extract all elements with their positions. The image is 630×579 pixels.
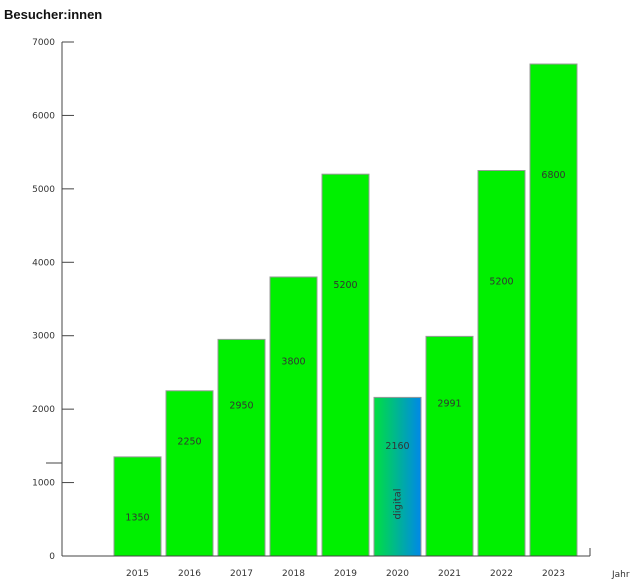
x-tick-label-2023: 2023 (542, 569, 565, 579)
x-tick-label-2021: 2021 (438, 569, 461, 579)
chart-title: Besucher:innen (4, 7, 102, 22)
bars: 1350 2250 2950 3800 5200 2160 digital 2991 5200 6… (113, 63, 578, 557)
bar-label-2019: 5200 (333, 280, 357, 291)
bar-2021 (425, 335, 474, 557)
bar-label-2015: 1350 (125, 512, 149, 523)
y-tick-label: 4000 (32, 258, 55, 268)
y-tick-label: 3000 (32, 332, 55, 342)
y-tick-label: 1000 (32, 479, 55, 489)
bar-label-2018: 3800 (281, 357, 305, 368)
x-tick-label-2022: 2022 (490, 569, 513, 579)
bar-label-2022: 5200 (489, 277, 513, 288)
y-tick-label: 5000 (32, 185, 55, 195)
bar-label-2017: 2950 (229, 400, 253, 411)
bar-2016 (165, 390, 214, 557)
bar-2018 (269, 276, 318, 557)
bar-label-2023: 6800 (541, 170, 565, 181)
x-tick-label-2015: 2015 (126, 569, 149, 579)
bar-2017 (217, 338, 266, 557)
x-tick-label-2016: 2016 (178, 569, 201, 579)
bar-2019 (321, 173, 370, 557)
bar-2020 (373, 396, 422, 557)
bar-label-2016: 2250 (177, 436, 201, 447)
bar-note-2020: digital (393, 488, 404, 519)
bar-2023 (529, 63, 578, 557)
y-axis: 0 1000 2000 3000 4000 5000 6000 7000 (32, 38, 74, 562)
y-tick-label: 7000 (32, 38, 55, 48)
x-tick-label-2020: 2020 (386, 569, 409, 579)
x-tick-label-2018: 2018 (282, 569, 305, 579)
x-axis: 2015 2016 2017 2018 2019 2020 2021 2022 2023 (62, 548, 591, 579)
bar-label-2021: 2991 (437, 398, 461, 409)
x-axis-label: Jahr (611, 570, 630, 579)
bar-label-2020: 2160 (385, 441, 409, 452)
y-tick-label: 0 (49, 552, 55, 562)
y-tick-label: 6000 (32, 111, 55, 121)
x-tick-label-2017: 2017 (230, 569, 253, 579)
x-tick-label-2019: 2019 (334, 569, 357, 579)
y-tick-label: 2000 (32, 405, 55, 415)
bar-2022 (477, 170, 526, 557)
bar-2015 (113, 456, 162, 557)
